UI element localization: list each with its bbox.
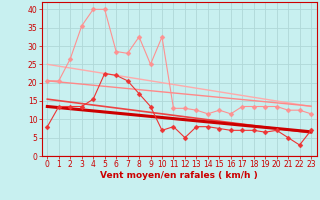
X-axis label: Vent moyen/en rafales ( km/h ): Vent moyen/en rafales ( km/h ) (100, 171, 258, 180)
